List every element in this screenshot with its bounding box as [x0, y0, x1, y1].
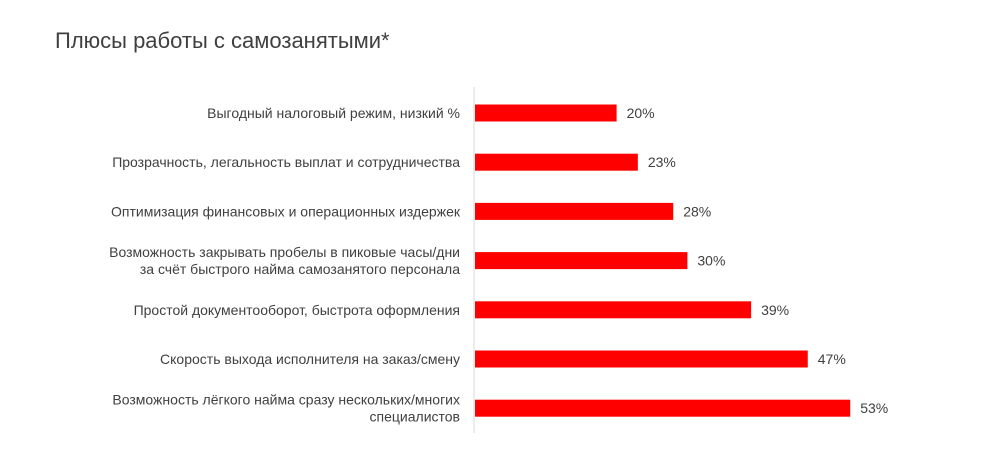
category-label-5: Простой документооборот, быстрота оформл…: [134, 302, 460, 318]
value-label-5: 39%: [761, 302, 789, 318]
chart-title: Плюсы работы с самозанятыми*: [55, 28, 390, 53]
category-label-2: Прозрачность, легальность выплат и сотру…: [112, 154, 460, 170]
value-label-6: 47%: [818, 351, 846, 367]
bar-1: [475, 104, 617, 122]
category-label-6: Скорость выхода исполнителя на заказ/сме…: [160, 351, 460, 367]
bar-4: [475, 252, 688, 270]
value-label-7: 53%: [860, 400, 888, 416]
category-label-4-line-1: Возможность закрывать пробелы в пиковые …: [109, 244, 460, 260]
category-label-1: Выгодный налоговый режим, низкий %: [207, 105, 460, 121]
value-label-1: 20%: [627, 105, 655, 121]
category-label-3: Оптимизация финансовых и операционных из…: [111, 203, 461, 219]
value-label-3: 28%: [683, 203, 711, 219]
category-label-7-line-2: специалистов: [370, 409, 460, 425]
bar-7: [475, 399, 851, 417]
category-label-4-line-2: за счёт быстрого найма самозанятого перс…: [140, 261, 460, 277]
bar-6: [475, 350, 808, 368]
bar-2: [475, 153, 638, 171]
bar-5: [475, 301, 752, 319]
bars-group: 20% Выгодный налоговый режим, низкий % 23%…: [109, 104, 888, 425]
value-label-4: 30%: [697, 253, 725, 269]
value-label-2: 23%: [648, 154, 676, 170]
bar-3: [475, 202, 674, 220]
category-label-7-line-1: Возможность лёгкого найма сразу нескольк…: [112, 392, 460, 408]
